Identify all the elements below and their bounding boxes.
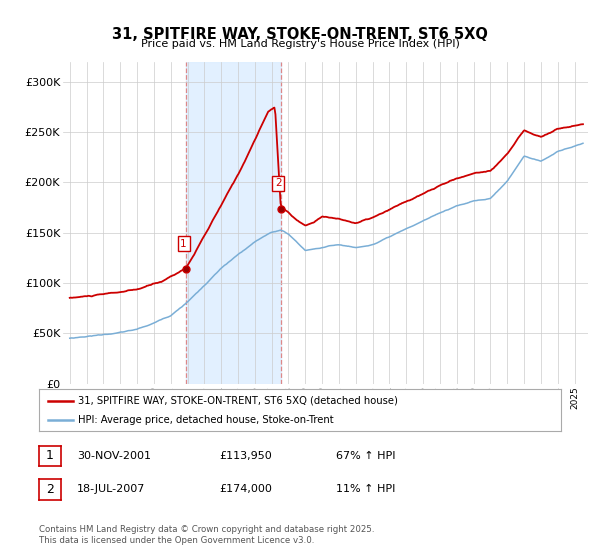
Text: 67% ↑ HPI: 67% ↑ HPI: [336, 451, 395, 461]
Text: Contains HM Land Registry data © Crown copyright and database right 2025.
This d: Contains HM Land Registry data © Crown c…: [39, 525, 374, 545]
Text: 30-NOV-2001: 30-NOV-2001: [77, 451, 151, 461]
Bar: [186, 62, 281, 384]
Text: 1: 1: [180, 239, 187, 249]
Text: 11% ↑ HPI: 11% ↑ HPI: [336, 484, 395, 494]
Text: HPI: Average price, detached house, Stoke-on-Trent: HPI: Average price, detached house, Stok…: [78, 415, 334, 425]
Text: £113,950: £113,950: [219, 451, 272, 461]
Text: 31, SPITFIRE WAY, STOKE-ON-TRENT, ST6 5XQ: 31, SPITFIRE WAY, STOKE-ON-TRENT, ST6 5X…: [112, 27, 488, 42]
Text: 18-JUL-2007: 18-JUL-2007: [77, 484, 145, 494]
Text: 31, SPITFIRE WAY, STOKE-ON-TRENT, ST6 5XQ (detached house): 31, SPITFIRE WAY, STOKE-ON-TRENT, ST6 5X…: [78, 395, 398, 405]
Text: 1: 1: [46, 449, 54, 463]
Text: Price paid vs. HM Land Registry's House Price Index (HPI): Price paid vs. HM Land Registry's House …: [140, 39, 460, 49]
Text: 2: 2: [46, 483, 54, 496]
Text: 2: 2: [275, 179, 281, 188]
Text: £174,000: £174,000: [219, 484, 272, 494]
